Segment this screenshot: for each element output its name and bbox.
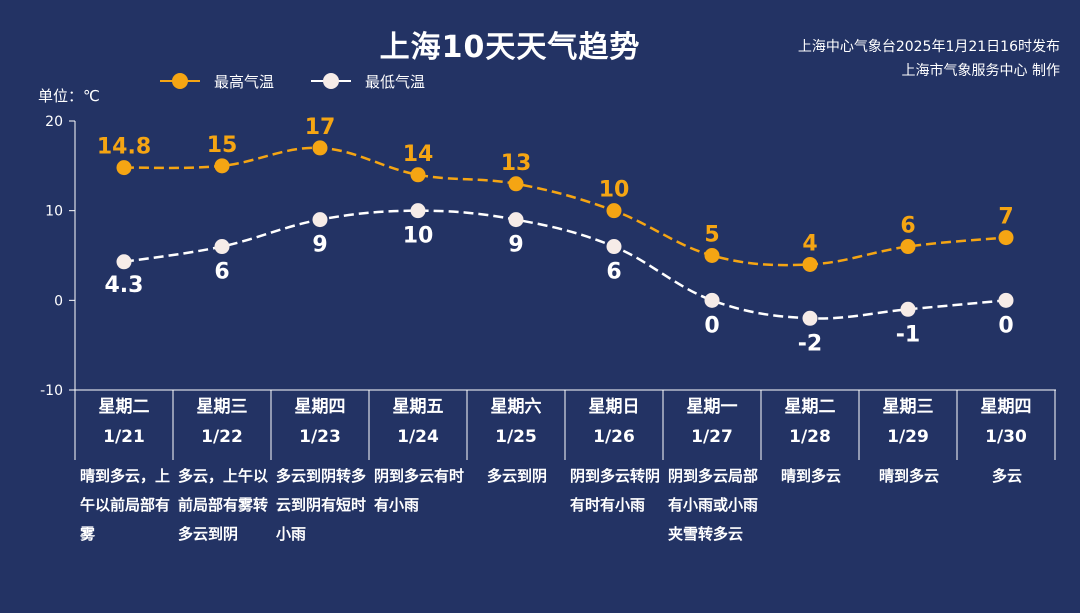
day-header: 星期二 1/28: [761, 392, 859, 452]
high-point: [214, 158, 230, 174]
high-point: [900, 239, 916, 255]
day-header: 星期三 1/22: [173, 392, 271, 452]
weather-description: 晴到多云: [780, 467, 841, 485]
date-label: 1/22: [201, 427, 243, 447]
low-point: [312, 212, 328, 228]
date-label: 1/30: [985, 427, 1027, 447]
high-point: [312, 140, 328, 156]
chart-title: 上海10天天气趋势: [379, 30, 641, 65]
weather-description: 多云: [991, 467, 1022, 485]
weekday-label: 星期一: [686, 397, 738, 417]
legend-high-label: 最高气温: [214, 72, 275, 91]
weather-description: 阴到多云有时有小雨: [374, 467, 465, 514]
weekday-label: 星期二: [98, 397, 150, 417]
low-point: [802, 310, 818, 326]
low-value-label: -1: [896, 322, 920, 347]
low-value-label: 9: [508, 233, 523, 258]
high-value-label: 6: [900, 214, 915, 239]
y-tick-label: -10: [40, 383, 63, 399]
date-label: 1/27: [691, 427, 733, 447]
weather-description: 晴到多云，上午以前局部有雾: [80, 467, 171, 543]
high-point: [704, 248, 720, 263]
weather-description: 多云，上午以前局部有雾转多云到阴: [178, 467, 269, 543]
weekday-label: 星期四: [294, 397, 346, 417]
legend-high: 最高气温: [160, 72, 275, 91]
day-header: 星期二 1/21: [75, 392, 173, 452]
high-value-label: 15: [207, 133, 238, 158]
weekday-label: 星期三: [882, 397, 934, 417]
series-line-low: [123, 209, 1007, 320]
low-value-label: 6: [214, 260, 229, 285]
legend-high-swatch: [160, 72, 200, 90]
high-value-label: 7: [998, 205, 1013, 230]
y-tick-label: 0: [54, 293, 63, 309]
date-label: 1/28: [789, 427, 831, 447]
low-point: [508, 212, 524, 228]
legend-low-label: 最低气温: [365, 72, 426, 91]
high-point: [508, 176, 524, 192]
weekday-label: 星期五: [392, 397, 444, 417]
weekday-label: 星期六: [490, 397, 542, 417]
low-value-label: 4.3: [105, 273, 144, 298]
weather-description: 阴到多云局部有小雨或小雨夹雪转多云: [668, 467, 759, 543]
low-point: [410, 203, 426, 219]
date-label: 1/23: [299, 427, 341, 447]
issuer-line-1: 上海中心气象台2025年1月21日16时发布: [797, 39, 1060, 55]
low-point: [998, 292, 1014, 308]
day-header: 星期三 1/29: [859, 392, 957, 452]
day-header: 星期四 1/23: [271, 392, 369, 452]
weather-description: 多云到阴转多云到阴有短时小雨: [276, 467, 367, 543]
low-value-label: 9: [312, 233, 327, 258]
low-value-label: -2: [798, 331, 822, 356]
low-value-label: 0: [998, 313, 1013, 338]
low-value-label: 6: [606, 260, 621, 285]
issuer-info: 上海中心气象台2025年1月21日16时发布 上海市气象服务中心 制作: [798, 35, 1060, 83]
low-point: [900, 301, 916, 317]
low-value-label: 0: [704, 313, 719, 338]
date-label: 1/24: [397, 427, 439, 447]
date-label: 1/21: [103, 427, 145, 447]
day-header: 星期日 1/26: [565, 392, 663, 452]
day-header: 星期四 1/30: [957, 392, 1055, 452]
low-point: [116, 254, 132, 270]
weekday-label: 星期二: [784, 397, 836, 417]
day-header: 星期一 1/27: [663, 392, 761, 452]
high-value-label: 10: [599, 178, 630, 203]
high-value-label: 14.8: [97, 135, 151, 160]
date-label: 1/26: [593, 427, 635, 447]
unit-label: 单位：℃: [38, 87, 100, 105]
legend-low: 最低气温: [311, 72, 426, 91]
low-point: [704, 292, 720, 308]
legend-low-swatch: [311, 72, 351, 90]
weekday-label: 星期日: [588, 397, 640, 417]
high-value-label: 13: [501, 151, 532, 176]
low-point: [606, 239, 622, 255]
high-value-label: 17: [305, 115, 336, 140]
date-label: 1/29: [887, 427, 929, 447]
weekday-label: 星期四: [980, 397, 1032, 417]
y-tick-label: 10: [45, 204, 63, 220]
issuer-line-2: 上海市气象服务中心 制作: [901, 63, 1060, 79]
weekday-label: 星期三: [196, 397, 248, 417]
high-point: [410, 167, 426, 183]
date-label: 1/25: [495, 427, 537, 447]
low-point: [214, 239, 230, 255]
weather-description: 阴到多云转阴有时有小雨: [570, 467, 661, 514]
series-line-high: [123, 146, 1007, 267]
high-point: [606, 203, 622, 219]
high-point: [998, 230, 1014, 246]
day-header: 星期六 1/25: [467, 392, 565, 452]
weather-description: 多云到阴: [486, 467, 547, 485]
high-point: [116, 160, 132, 176]
y-tick-label: 20: [45, 114, 63, 130]
high-point: [802, 256, 818, 272]
day-header: 星期五 1/24: [369, 392, 467, 452]
high-value-label: 4: [802, 231, 817, 256]
high-value-label: 14: [403, 142, 434, 167]
low-value-label: 10: [403, 224, 434, 249]
high-value-label: 5: [704, 223, 719, 248]
weather-description: 晴到多云: [878, 467, 939, 485]
